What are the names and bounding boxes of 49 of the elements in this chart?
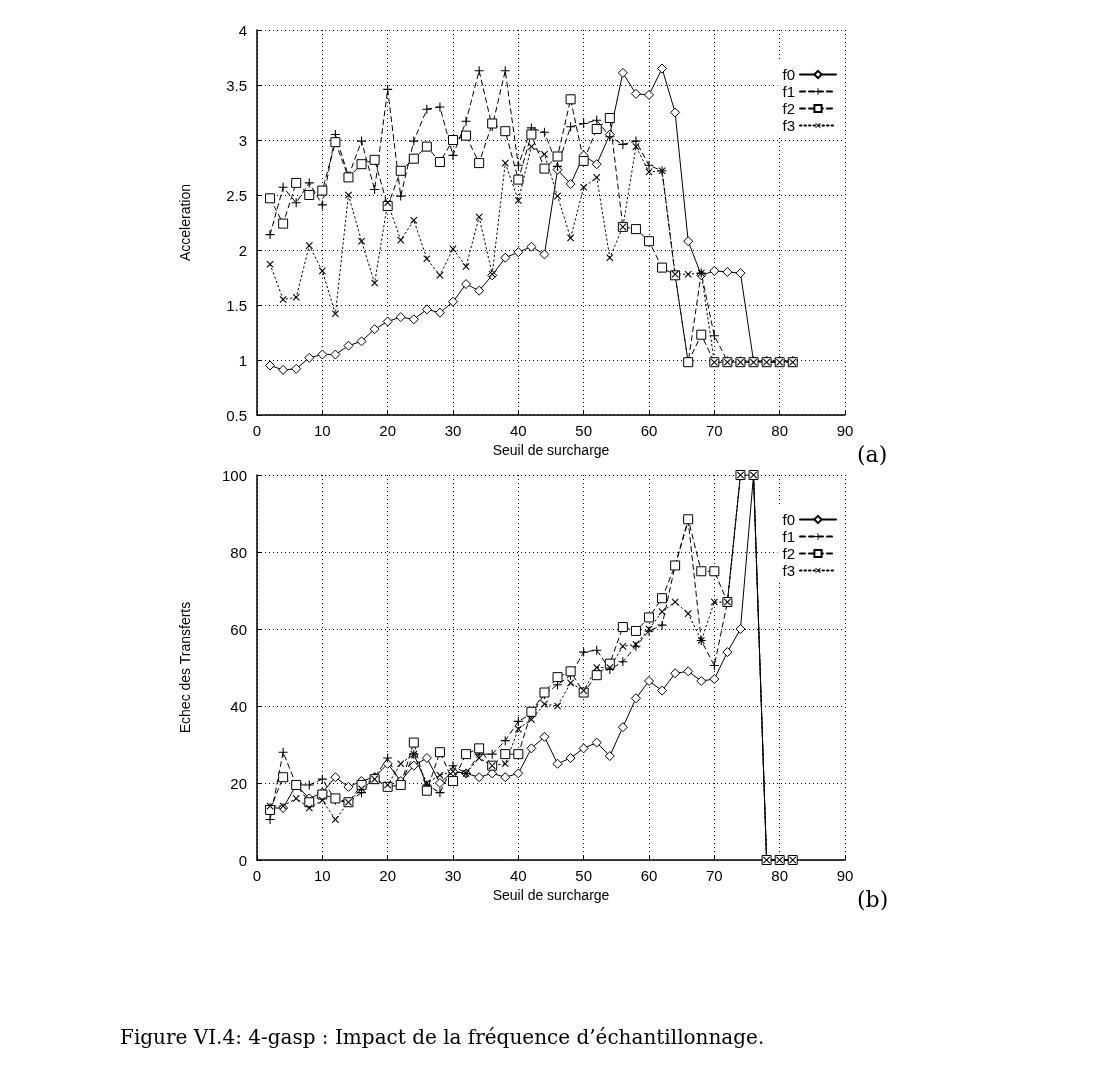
x-tick-label: 60: [640, 422, 658, 439]
text: Figure VI.4: 4-gasp : Impact de la fréquence d’échantillonnage.: [120, 1025, 765, 1049]
x-tick-label: 30: [444, 867, 462, 884]
x-tick-label: 20: [379, 867, 397, 884]
x-tick-label: 90: [836, 867, 854, 884]
x-axis-title: Seuil de surcharge: [492, 441, 610, 458]
y-tick-label: 2.5: [226, 186, 247, 204]
x-tick-label: 40: [509, 867, 527, 884]
x-tick-label: 0: [252, 867, 262, 884]
x-tick-label: 0: [252, 422, 262, 439]
legend-label: f0: [782, 66, 795, 83]
x-tick-label: 10: [313, 422, 331, 439]
legend-label: f0: [782, 511, 795, 528]
x-tick-label: 60: [640, 867, 658, 884]
y-tick-label: 3.5: [226, 76, 247, 94]
y-tick-label: 1.5: [226, 296, 247, 314]
y-axis-title: Acceleration: [177, 183, 193, 262]
x-tick-label: 80: [771, 867, 789, 884]
y-axis-title: Echec des Transferts: [177, 601, 193, 734]
y-tick-label: 40: [230, 697, 247, 715]
y-tick-label: 20: [230, 774, 247, 792]
x-tick-label: 10: [313, 867, 331, 884]
x-tick-label: 40: [509, 422, 527, 439]
legend-label: f1: [782, 528, 795, 545]
text: (a): [857, 442, 888, 467]
y-tick-label: 80: [230, 543, 247, 561]
x-axis-title: Seuil de surcharge: [492, 886, 610, 903]
x-tick-label: 20: [379, 422, 397, 439]
legend-label: f2: [782, 100, 795, 117]
y-tick-label: 60: [230, 620, 247, 638]
legend-label: f3: [782, 562, 795, 579]
x-tick-label: 90: [836, 422, 854, 439]
x-tick-label: 30: [444, 422, 462, 439]
y-tick-label: 0: [238, 851, 247, 869]
y-tick-label: 3: [238, 131, 247, 149]
text: (b): [857, 887, 889, 912]
y-tick-label: 4: [238, 21, 247, 39]
y-tick-label: 100: [221, 466, 247, 484]
y-tick-label: 2: [238, 241, 247, 259]
y-tick-label: 0.5: [226, 406, 247, 424]
x-tick-label: 70: [705, 422, 723, 439]
x-tick-label: 50: [575, 867, 593, 884]
legend-label: f1: [782, 83, 795, 100]
x-tick-label: 80: [771, 422, 789, 439]
y-tick-label: 1: [238, 351, 247, 369]
x-tick-label: 70: [705, 867, 723, 884]
legend-label: f3: [782, 117, 795, 134]
x-tick-label: 50: [575, 422, 593, 439]
legend-label: f2: [782, 545, 795, 562]
